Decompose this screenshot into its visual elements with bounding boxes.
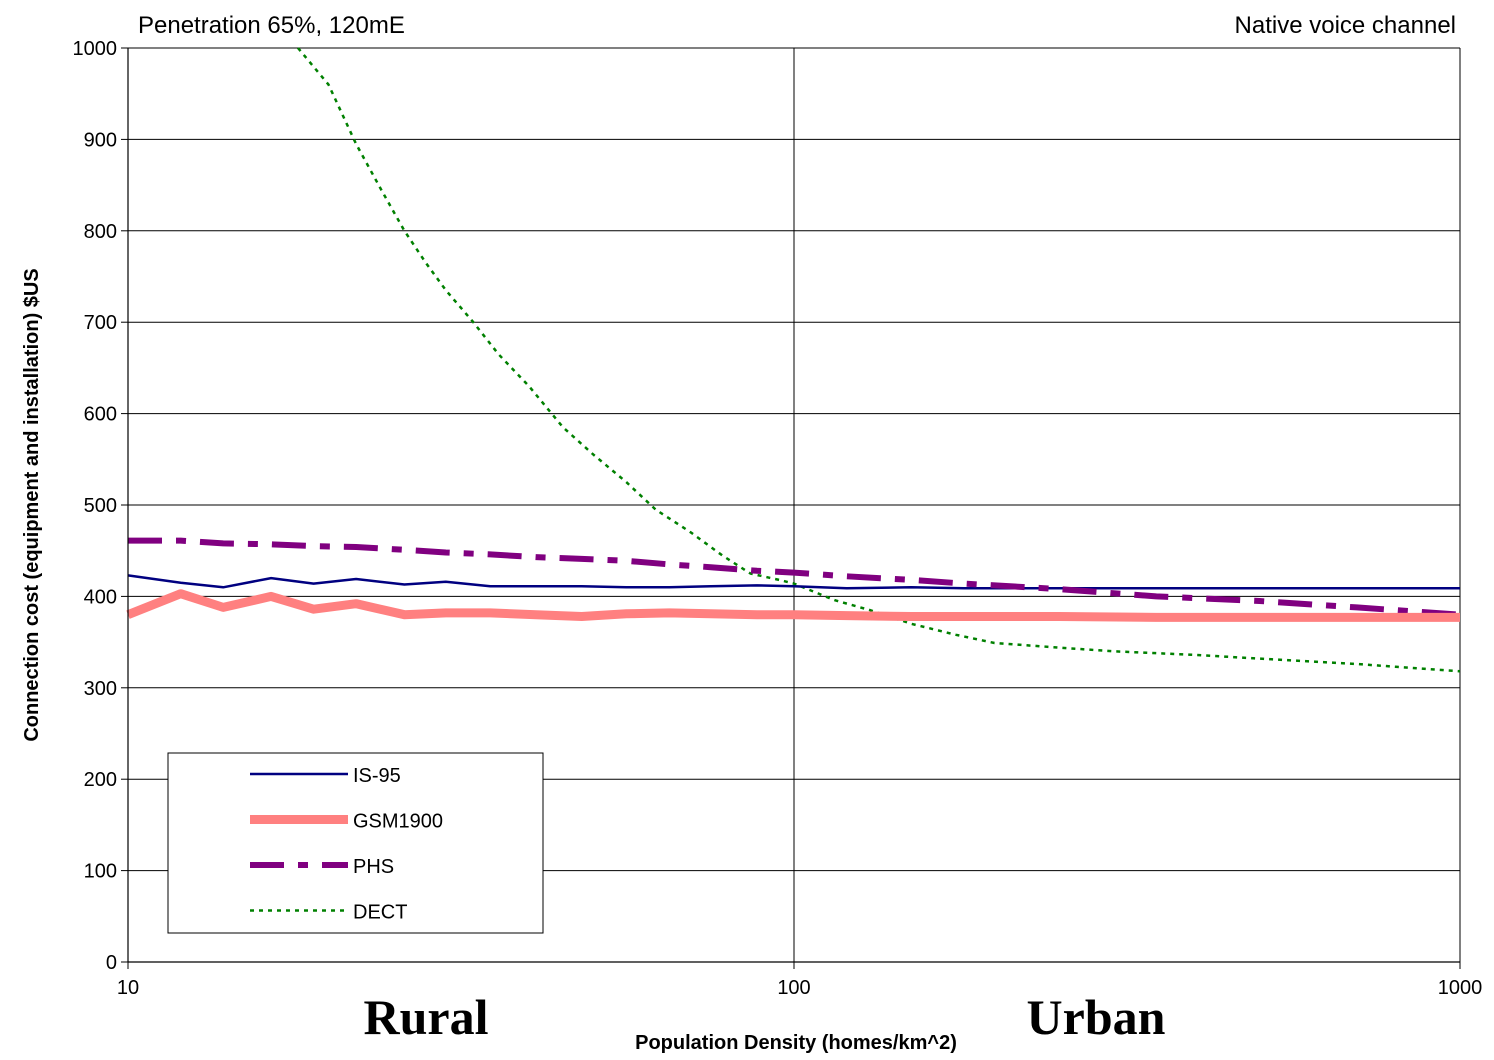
legend-label: GSM1900 [353, 811, 443, 833]
y-axis-label: Connection cost (equipment and installat… [21, 268, 43, 741]
annotation-top-left: Penetration 65%, 120mE [138, 12, 405, 39]
region-label-urban: Urban [1027, 989, 1166, 1045]
y-tick-label: 1000 [73, 38, 118, 60]
x-axis-label: Population Density (homes/km^2) [635, 1032, 957, 1054]
x-tick-label: 1000 [1438, 977, 1483, 999]
y-tick-label: 400 [84, 586, 117, 608]
y-tick-label: 100 [84, 861, 117, 883]
legend-box [167, 752, 544, 934]
series-line-dect [297, 47, 1461, 673]
y-tick-label: 200 [84, 769, 117, 791]
y-tick-label: 600 [84, 404, 117, 426]
tick-labels: 0 100 200 300 400 500 600 700 800 900 1000 10 100 100… [73, 38, 1483, 999]
y-tick-label: 800 [84, 221, 117, 243]
x-tick-label: 100 [777, 977, 810, 999]
series-line-gsm1900 [126, 589, 1460, 622]
legend-label: DECT [353, 902, 407, 924]
x-tick-label: 10 [117, 977, 139, 999]
region-label-rural: Rural [364, 989, 489, 1045]
axes [121, 47, 1461, 969]
y-tick-label: 300 [84, 678, 117, 700]
legend-label: IS-95 [353, 765, 401, 787]
y-tick-label: 900 [84, 129, 117, 151]
legend-label: PHS [353, 856, 394, 878]
series-lines [126, 47, 1461, 673]
annotation-top-right: Native voice channel [1235, 12, 1456, 39]
series-line-phs [128, 537, 1461, 618]
legend: IS-95 GSM1900 PHS DECT [167, 752, 544, 934]
y-tick-label: 700 [84, 312, 117, 334]
y-tick-label: 0 [106, 952, 117, 974]
y-tick-label: 500 [84, 495, 117, 517]
